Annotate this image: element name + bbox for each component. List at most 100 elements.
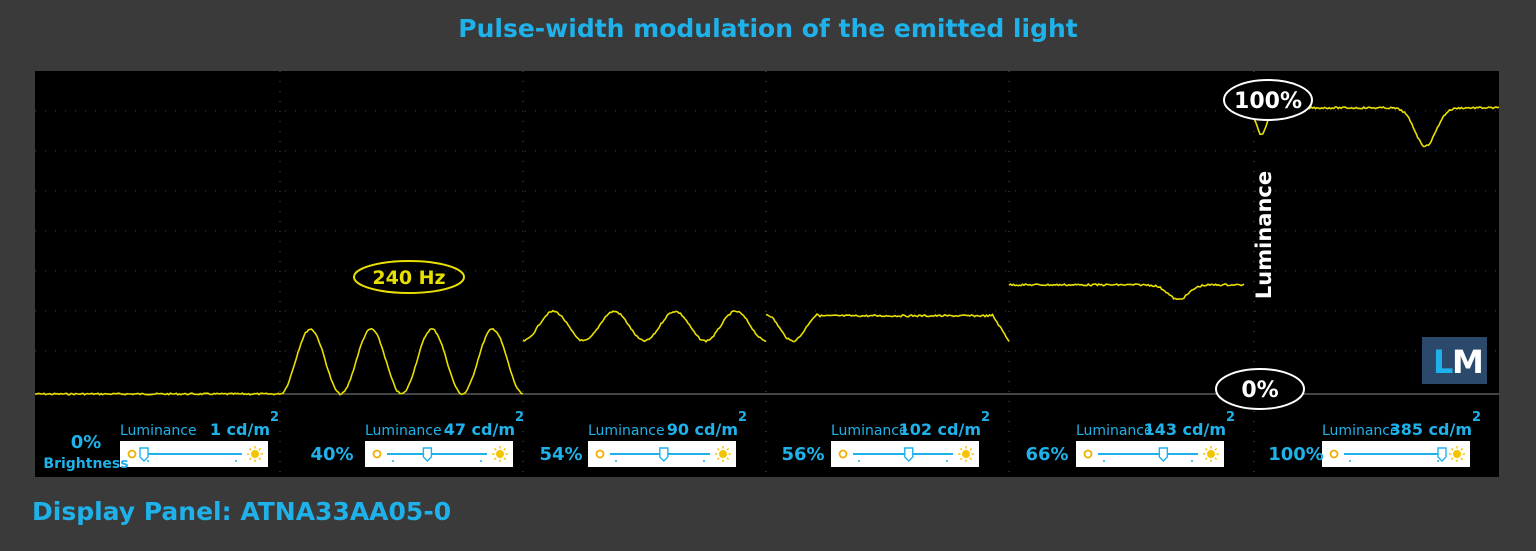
- trace-segment-3: [522, 309, 767, 343]
- bottom-marker-label: 0%: [1241, 378, 1278, 403]
- luminance-label: Luminance: [120, 423, 197, 439]
- luminance-unit-superscript: 2: [515, 410, 524, 425]
- lm-logo: L M: [1422, 337, 1487, 384]
- luminance-label: Luminance: [588, 423, 665, 439]
- chart-title: Pulse-width modulation of the emitted li…: [458, 14, 1078, 43]
- slider-tick: [235, 460, 237, 462]
- frequency-ellipse: [353, 260, 465, 294]
- sun-ray: [1204, 447, 1208, 451]
- slider-tick: [858, 460, 860, 462]
- luminance-unit-superscript: 2: [738, 410, 747, 425]
- bright-sun-icon: [962, 450, 970, 458]
- oscilloscope-plot: 240 Hz 100% 0% Luminance L M Luminance 1 …: [35, 71, 1499, 477]
- sun-ray: [248, 447, 252, 451]
- luminance-value: 90 cd/m: [667, 420, 738, 439]
- trace-segment-4: [765, 313, 1010, 343]
- dim-sun-icon: [838, 449, 848, 459]
- luminance-label: Luminance: [1076, 423, 1153, 439]
- sun-ray: [969, 447, 973, 451]
- y-axis-label: Luminance: [1252, 171, 1276, 299]
- slider-tick: [615, 460, 617, 462]
- frequency-annotation: 240 Hz: [353, 260, 465, 294]
- segment-label-2: Luminance 47 cd/m2 40%: [310, 410, 524, 467]
- slider-knob: [422, 447, 433, 462]
- logo-letter-l: L: [1433, 343, 1453, 381]
- sun-ray: [503, 447, 507, 451]
- luminance-value: 47 cd/m: [444, 420, 515, 439]
- slider-tick: [147, 460, 149, 462]
- top-marker-label: 100%: [1234, 89, 1302, 114]
- luminance-unit-superscript: 2: [1472, 410, 1481, 425]
- sun-ray: [1214, 457, 1218, 461]
- slider-tick: [1103, 460, 1105, 462]
- brightness-percent: 54%: [539, 444, 582, 465]
- sun-ray: [726, 447, 730, 451]
- slider-tick: [1349, 460, 1351, 462]
- dim-sun-icon: [595, 449, 605, 459]
- sun-ray: [959, 447, 963, 451]
- slider-knob: [1437, 447, 1447, 462]
- top-marker-ellipse: [1223, 79, 1313, 121]
- top-marker: 100%: [1223, 79, 1313, 121]
- luminance-unit-superscript: 2: [270, 410, 279, 425]
- logo-background: [1422, 337, 1487, 384]
- sun-ray: [258, 457, 262, 461]
- sun-ray: [493, 457, 497, 461]
- bright-sun-icon: [719, 450, 727, 458]
- sun-ray: [1204, 457, 1208, 461]
- logo-letter-m: M: [1452, 343, 1484, 381]
- sun-ray: [1460, 447, 1464, 451]
- slider-tick: [946, 460, 948, 462]
- luminance-unit-superscript: 2: [1226, 410, 1235, 425]
- bottom-marker: 0%: [1215, 368, 1305, 410]
- dim-sun-icon: [372, 449, 382, 459]
- brightness-percent: 66%: [1025, 444, 1068, 465]
- sun-ray: [493, 447, 497, 451]
- trace-segment-2: [279, 327, 524, 396]
- brightness-label: Brightness: [43, 456, 128, 472]
- brightness-percent: 56%: [781, 444, 824, 465]
- segment-label-3: Luminance 90 cd/m2 54%: [539, 410, 747, 467]
- sun-ray: [959, 457, 963, 461]
- luminance-value: 1 cd/m: [210, 420, 270, 439]
- dim-sun-icon: [1329, 449, 1339, 459]
- slider-knob: [1158, 447, 1169, 462]
- sun-ray: [716, 447, 720, 451]
- luminance-value: 102 cd/m: [899, 420, 981, 439]
- trace-segment-1: [35, 392, 281, 396]
- slider-knob: [659, 447, 669, 462]
- sun-ray: [716, 457, 720, 461]
- segment-label-1: Luminance 1 cd/m2 0% Brightness: [43, 410, 279, 472]
- bottom-marker-ellipse: [1215, 368, 1305, 410]
- slider-tick: [703, 460, 705, 462]
- slider-tick: [1191, 460, 1193, 462]
- dim-sun-icon: [1083, 449, 1093, 459]
- sun-ray: [1450, 457, 1454, 461]
- luminance-label: Luminance: [831, 423, 908, 439]
- sun-ray: [248, 457, 252, 461]
- dim-sun-icon: [127, 449, 137, 459]
- slider-tick: [480, 460, 482, 462]
- luminance-value: 385 cd/m: [1390, 420, 1472, 439]
- sun-ray: [1460, 457, 1464, 461]
- sun-ray: [726, 457, 730, 461]
- bright-sun-icon: [1207, 450, 1215, 458]
- bright-sun-icon: [1453, 450, 1461, 458]
- slider-knob: [904, 447, 914, 462]
- slider-tick: [392, 460, 394, 462]
- luminance-label: Luminance: [1322, 423, 1399, 439]
- display-panel-footer: Display Panel: ATNA33AA05-0: [32, 497, 452, 526]
- sun-ray: [1214, 447, 1218, 451]
- sun-ray: [1450, 447, 1454, 451]
- frequency-label: 240 Hz: [372, 267, 445, 289]
- sun-ray: [503, 457, 507, 461]
- sun-ray: [258, 447, 262, 451]
- brightness-percent: 40%: [310, 444, 353, 465]
- luminance-label: Luminance: [365, 423, 442, 439]
- sun-ray: [969, 457, 973, 461]
- brightness-percent: 0%: [71, 432, 102, 453]
- plot-background: [35, 71, 1499, 477]
